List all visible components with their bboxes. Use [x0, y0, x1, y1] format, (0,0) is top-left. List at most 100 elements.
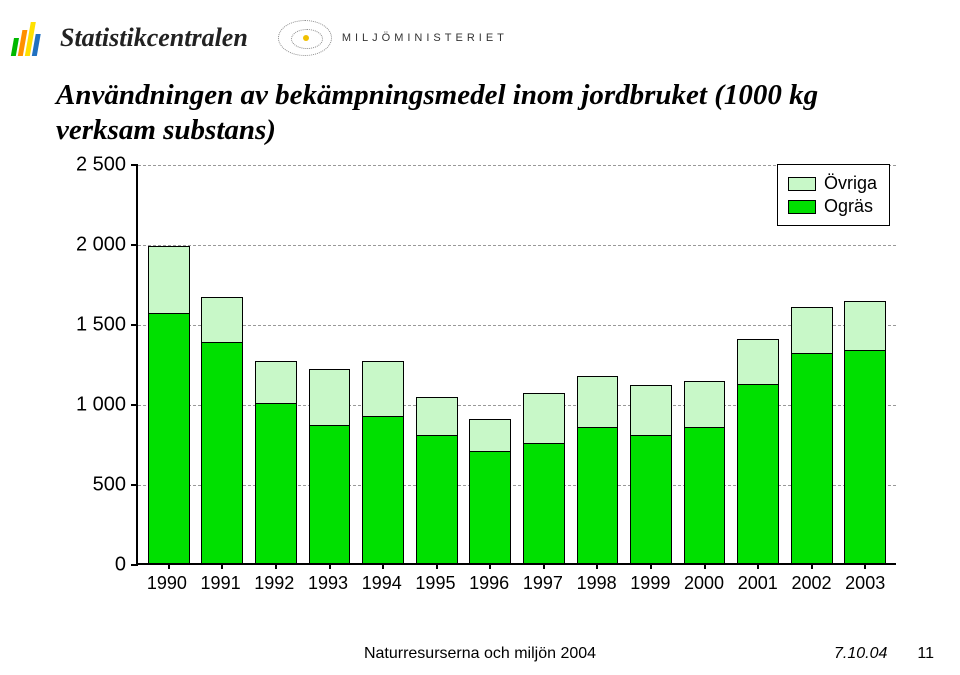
legend-swatch	[788, 200, 816, 214]
bar-stack	[362, 361, 404, 563]
slide: Statistikcentralen MILJÖMINISTERIET Anvä…	[0, 0, 960, 675]
y-tick-label: 1 000	[56, 394, 126, 417]
bar-slot	[142, 165, 196, 563]
logo-statistikcentralen: Statistikcentralen	[14, 20, 248, 56]
bar-stack	[523, 393, 565, 563]
bar-slot	[678, 165, 732, 563]
bar-slot	[356, 165, 410, 563]
y-tick-label: 1 500	[56, 314, 126, 337]
legend-label: Övriga	[824, 173, 877, 194]
x-tick-label: 1991	[194, 565, 248, 594]
y-tick-label: 2 000	[56, 234, 126, 257]
bar-stack	[255, 361, 297, 563]
bar-segment	[362, 416, 404, 563]
y-axis: 05001 0001 5002 0002 500	[56, 165, 126, 565]
x-tick-label: 2002	[785, 565, 839, 594]
x-tick-label: 1996	[462, 565, 516, 594]
bar-slot	[571, 165, 625, 563]
bar-stack	[148, 246, 190, 563]
chart-title: Användningen av bekämpningsmedel inom jo…	[56, 78, 920, 148]
bar-segment	[630, 435, 672, 563]
bar-stack	[309, 369, 351, 563]
x-tick-label: 2000	[677, 565, 731, 594]
x-tick-label: 2001	[731, 565, 785, 594]
footer-center: Naturresurserna och miljön 2004	[0, 645, 960, 663]
bar-stack	[577, 376, 619, 563]
y-tick-label: 2 500	[56, 154, 126, 177]
bar-slot	[249, 165, 303, 563]
bar-segment	[416, 435, 458, 563]
bar-segment	[255, 403, 297, 563]
bar-segment	[523, 443, 565, 563]
bar-segment	[630, 385, 672, 435]
bar-stack	[791, 307, 833, 563]
bar-segment	[737, 384, 779, 563]
bar-segment	[309, 425, 351, 563]
bar-slot	[410, 165, 464, 563]
x-tick-label: 1997	[516, 565, 570, 594]
chart: 05001 0001 5002 0002 500 ÖvrigaOgräs 199…	[56, 165, 896, 595]
bar-segment	[577, 427, 619, 563]
footer-date: 7.10.04	[834, 645, 887, 663]
x-tick-label: 1998	[570, 565, 624, 594]
bar-segment	[791, 307, 833, 353]
page-number: 11	[917, 645, 934, 663]
bar-segment	[577, 376, 619, 427]
bar-stack	[201, 297, 243, 563]
bar-slot	[303, 165, 357, 563]
swirl-icon	[278, 20, 332, 56]
legend-swatch	[788, 177, 816, 191]
y-tick-mark	[131, 324, 138, 326]
bar-segment	[255, 361, 297, 403]
bar-segment	[416, 397, 458, 435]
y-tick-label: 500	[56, 474, 126, 497]
bar-segment	[309, 369, 351, 425]
bar-slot	[624, 165, 678, 563]
bar-segment	[844, 301, 886, 351]
logo-bars-icon	[11, 20, 53, 56]
legend: ÖvrigaOgräs	[777, 164, 890, 226]
bar-segment	[684, 427, 726, 563]
header: Statistikcentralen MILJÖMINISTERIET	[14, 14, 946, 62]
bar-stack	[416, 397, 458, 563]
logo2-text: MILJÖMINISTERIET	[342, 32, 508, 44]
bar-slot	[517, 165, 571, 563]
bar-segment	[148, 246, 190, 313]
y-tick-mark	[131, 404, 138, 406]
bar-stack	[684, 381, 726, 563]
bar-segment	[201, 342, 243, 563]
y-tick-mark	[131, 164, 138, 166]
bar-segment	[469, 451, 511, 563]
bar-segment	[684, 381, 726, 427]
bar-segment	[844, 350, 886, 563]
bar-segment	[469, 419, 511, 451]
bar-stack	[630, 385, 672, 563]
x-tick-label: 1990	[140, 565, 194, 594]
x-tick-label: 1992	[247, 565, 301, 594]
bar-segment	[523, 393, 565, 443]
bar-segment	[791, 353, 833, 563]
bar-slot	[196, 165, 250, 563]
plot-area: ÖvrigaOgräs	[136, 165, 896, 565]
logo-miljoministeriet: MILJÖMINISTERIET	[278, 20, 508, 56]
x-tick-label: 1995	[409, 565, 463, 594]
bar-stack	[469, 419, 511, 563]
x-axis-labels: 1990199119921993199419951996199719981999…	[136, 565, 896, 594]
bar-slot	[463, 165, 517, 563]
bar-segment	[148, 313, 190, 563]
x-tick-label: 1999	[623, 565, 677, 594]
x-tick-label: 1994	[355, 565, 409, 594]
bar-segment	[737, 339, 779, 384]
bar-segment	[201, 297, 243, 342]
y-tick-mark	[131, 484, 138, 486]
x-tick-label: 1993	[301, 565, 355, 594]
x-tick-label: 2003	[838, 565, 892, 594]
y-tick-mark	[131, 244, 138, 246]
legend-label: Ogräs	[824, 196, 873, 217]
legend-item: Ogräs	[788, 196, 877, 217]
bar-stack	[737, 339, 779, 563]
y-tick-label: 0	[56, 554, 126, 577]
legend-item: Övriga	[788, 173, 877, 194]
logo1-text: Statistikcentralen	[60, 23, 248, 53]
footer-right: 7.10.04 11	[834, 645, 934, 663]
